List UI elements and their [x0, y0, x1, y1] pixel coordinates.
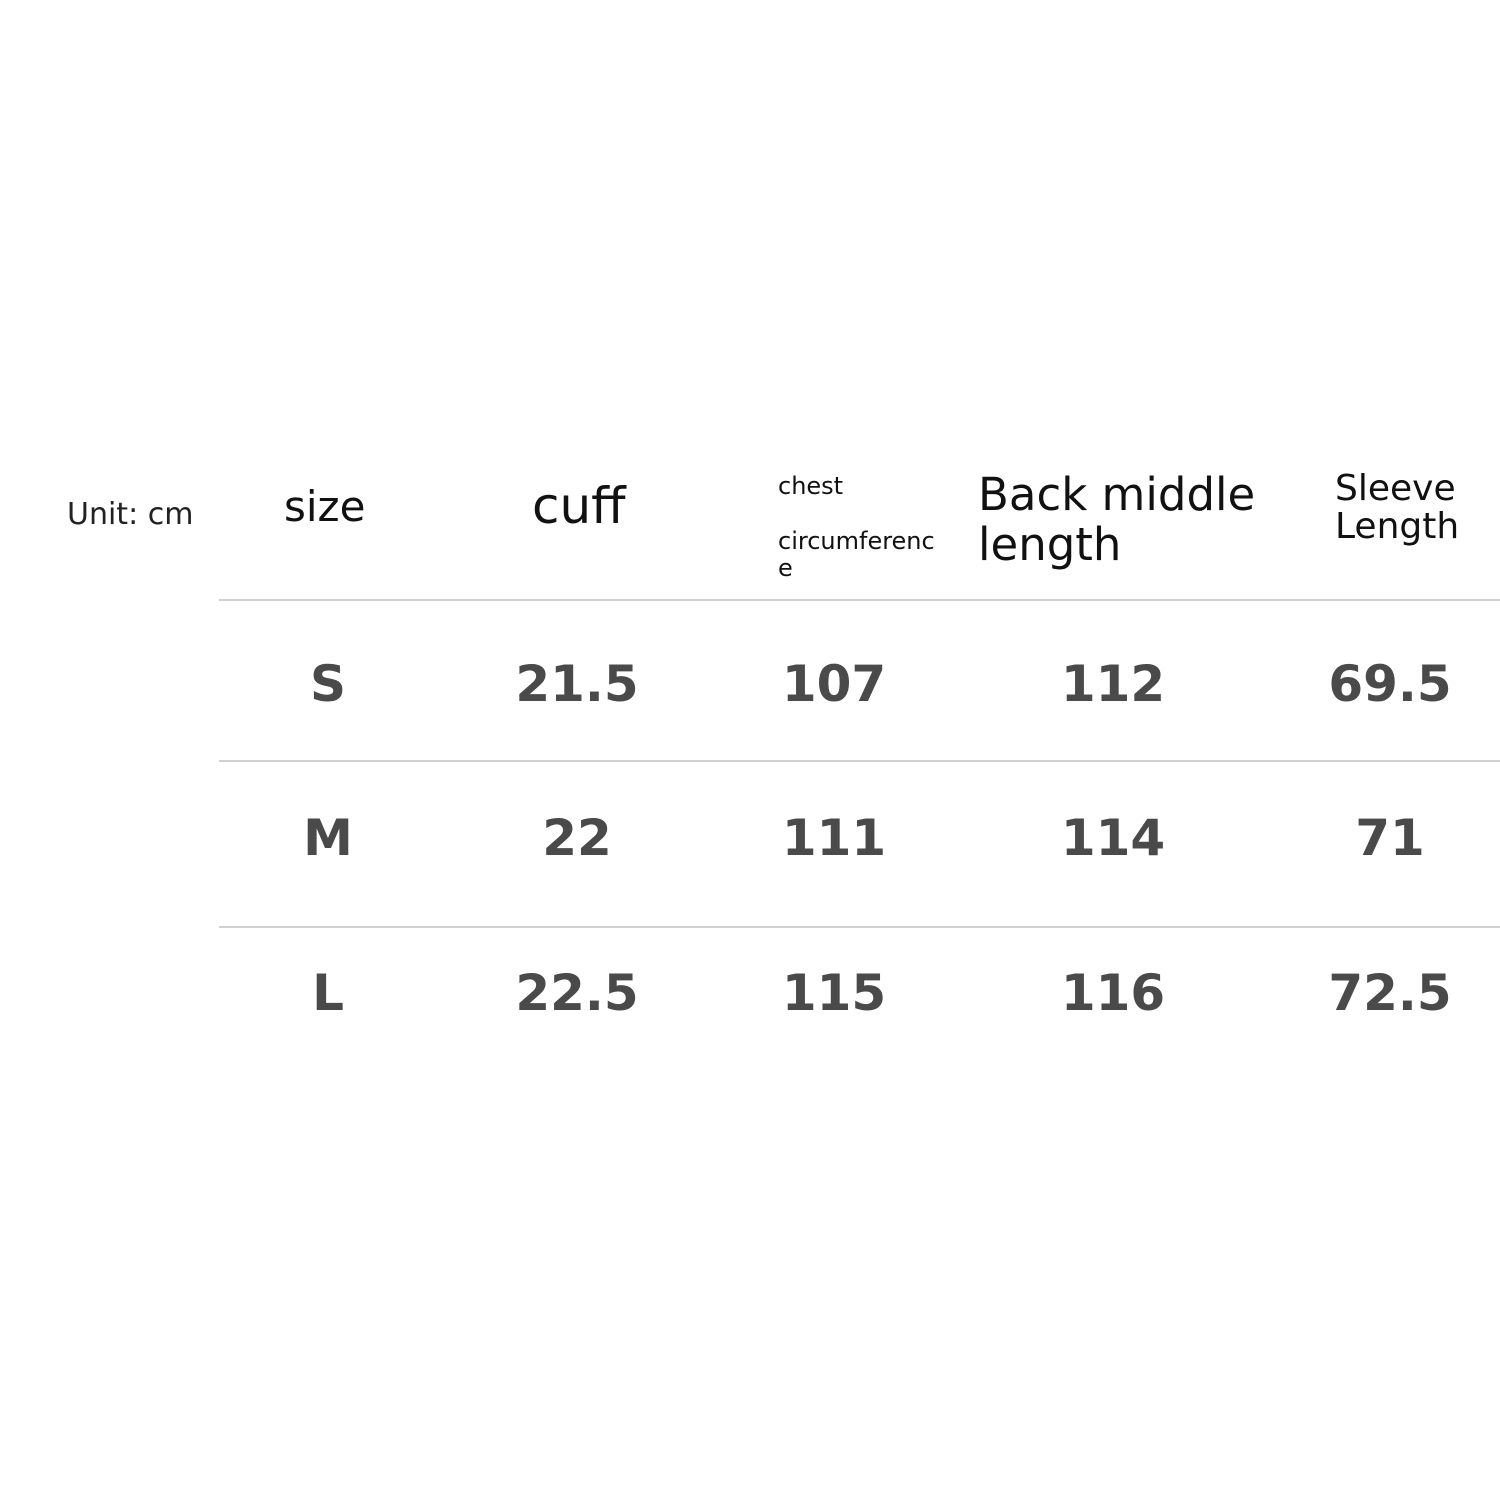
unit-label: Unit: cm [67, 497, 194, 532]
cell-sleeve: 69.5 [1328, 655, 1452, 713]
cell-back: 112 [1060, 655, 1166, 713]
cell-sleeve: 71 [1355, 809, 1425, 867]
cell-cuff: 22.5 [515, 964, 639, 1022]
cell-sleeve: 72.5 [1328, 964, 1452, 1022]
cell-cuff: 21.5 [515, 655, 639, 713]
header-sleeve-length: Sleeve Length [1335, 468, 1460, 547]
header-back-middle-length: Back middle length [978, 468, 1256, 571]
cell-size: M [303, 809, 353, 867]
header-circumference: circumference [778, 527, 935, 582]
row-divider [219, 760, 1500, 762]
cell-size: S [309, 655, 346, 713]
cell-back: 114 [1060, 809, 1166, 867]
cell-cuff: 22 [542, 809, 612, 867]
cell-size: L [312, 964, 344, 1022]
row-divider [219, 599, 1500, 601]
header-chest: chest [778, 472, 844, 500]
cell-chest: 115 [781, 964, 887, 1022]
cell-chest: 111 [781, 809, 887, 867]
cell-back: 116 [1060, 964, 1166, 1022]
header-cuff: cuff [532, 477, 626, 535]
cell-chest: 107 [781, 655, 887, 713]
header-size: size [284, 482, 366, 531]
row-divider [219, 926, 1500, 928]
